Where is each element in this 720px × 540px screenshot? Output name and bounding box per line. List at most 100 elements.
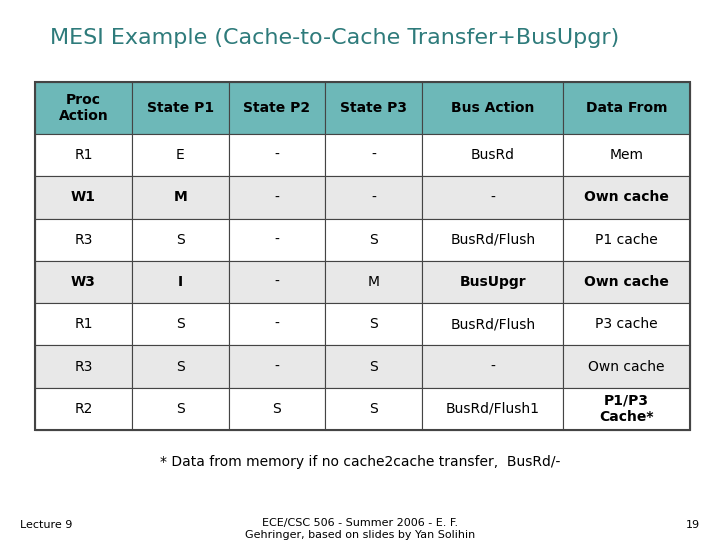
Bar bbox=[422, 219, 564, 261]
Text: -: - bbox=[490, 191, 495, 205]
Text: S: S bbox=[176, 402, 184, 416]
Text: 19: 19 bbox=[686, 520, 700, 530]
Text: -: - bbox=[274, 148, 279, 162]
Bar bbox=[325, 219, 422, 261]
Text: S: S bbox=[273, 402, 282, 416]
Text: S: S bbox=[176, 360, 184, 374]
Bar bbox=[35, 303, 132, 346]
Bar bbox=[422, 388, 564, 430]
Bar bbox=[422, 303, 564, 346]
Text: S: S bbox=[369, 360, 378, 374]
Text: -: - bbox=[274, 318, 279, 331]
Text: BusRd/Flush1: BusRd/Flush1 bbox=[446, 402, 540, 416]
Bar bbox=[132, 303, 228, 346]
Bar bbox=[132, 82, 228, 134]
Bar bbox=[564, 261, 690, 303]
Bar bbox=[325, 261, 422, 303]
Bar bbox=[564, 346, 690, 388]
Bar bbox=[228, 219, 325, 261]
Bar bbox=[564, 82, 690, 134]
Bar bbox=[228, 388, 325, 430]
Text: P1/P3
Cache*: P1/P3 Cache* bbox=[600, 394, 654, 424]
Text: E: E bbox=[176, 148, 184, 162]
Text: R1: R1 bbox=[74, 148, 93, 162]
Bar bbox=[325, 303, 422, 346]
Bar bbox=[325, 82, 422, 134]
Bar bbox=[132, 261, 228, 303]
Text: BusRd/Flush: BusRd/Flush bbox=[450, 318, 535, 331]
Bar bbox=[564, 134, 690, 176]
Bar bbox=[35, 388, 132, 430]
Text: S: S bbox=[369, 318, 378, 331]
Text: R1: R1 bbox=[74, 318, 93, 331]
Text: I: I bbox=[178, 275, 183, 289]
Text: M: M bbox=[174, 191, 187, 205]
Bar bbox=[325, 134, 422, 176]
Bar bbox=[132, 346, 228, 388]
Text: R3: R3 bbox=[74, 360, 93, 374]
Bar bbox=[228, 82, 325, 134]
Text: W1: W1 bbox=[71, 191, 96, 205]
Text: Lecture 9: Lecture 9 bbox=[20, 520, 73, 530]
Bar bbox=[35, 82, 132, 134]
Bar bbox=[228, 346, 325, 388]
Text: P3 cache: P3 cache bbox=[595, 318, 658, 331]
Bar bbox=[325, 346, 422, 388]
Bar bbox=[564, 388, 690, 430]
Text: Own cache: Own cache bbox=[585, 275, 669, 289]
Text: S: S bbox=[369, 402, 378, 416]
Bar bbox=[132, 134, 228, 176]
Bar bbox=[325, 388, 422, 430]
Text: S: S bbox=[176, 233, 184, 247]
Text: -: - bbox=[274, 275, 279, 289]
Text: State P2: State P2 bbox=[243, 101, 310, 115]
Text: * Data from memory if no cache2cache transfer,  BusRd/-: * Data from memory if no cache2cache tra… bbox=[160, 455, 560, 469]
Text: MESI Example (Cache-to-Cache Transfer+BusUpgr): MESI Example (Cache-to-Cache Transfer+Bu… bbox=[50, 28, 619, 48]
Bar bbox=[422, 176, 564, 219]
Bar bbox=[228, 303, 325, 346]
Text: Bus Action: Bus Action bbox=[451, 101, 534, 115]
Bar bbox=[132, 219, 228, 261]
Text: Mem: Mem bbox=[610, 148, 644, 162]
Bar bbox=[228, 134, 325, 176]
Text: M: M bbox=[368, 275, 379, 289]
Text: BusRd/Flush: BusRd/Flush bbox=[450, 233, 535, 247]
Text: R3: R3 bbox=[74, 233, 93, 247]
Bar bbox=[422, 82, 564, 134]
Bar bbox=[35, 346, 132, 388]
Text: Proc
Action: Proc Action bbox=[58, 93, 108, 123]
Text: -: - bbox=[274, 360, 279, 374]
Text: Own cache: Own cache bbox=[585, 191, 669, 205]
Bar bbox=[228, 176, 325, 219]
Bar bbox=[132, 176, 228, 219]
Text: State P1: State P1 bbox=[147, 101, 214, 115]
Text: ECE/CSC 506 - Summer 2006 - E. F.
Gehringer, based on slides by Yan Solihin: ECE/CSC 506 - Summer 2006 - E. F. Gehrin… bbox=[245, 518, 475, 539]
Bar bbox=[422, 346, 564, 388]
Bar bbox=[35, 134, 132, 176]
Text: -: - bbox=[274, 233, 279, 247]
Text: -: - bbox=[274, 191, 279, 205]
Text: S: S bbox=[176, 318, 184, 331]
Bar bbox=[132, 388, 228, 430]
Bar bbox=[325, 176, 422, 219]
Text: R2: R2 bbox=[74, 402, 93, 416]
Bar bbox=[564, 176, 690, 219]
Text: S: S bbox=[369, 233, 378, 247]
Bar bbox=[228, 261, 325, 303]
Bar bbox=[35, 261, 132, 303]
Text: Data From: Data From bbox=[586, 101, 667, 115]
Text: -: - bbox=[372, 191, 376, 205]
Bar bbox=[422, 261, 564, 303]
Bar bbox=[564, 303, 690, 346]
Bar bbox=[422, 134, 564, 176]
Text: BusRd: BusRd bbox=[471, 148, 515, 162]
Bar bbox=[35, 219, 132, 261]
Text: BusUpgr: BusUpgr bbox=[459, 275, 526, 289]
Text: State P3: State P3 bbox=[340, 101, 408, 115]
Text: W3: W3 bbox=[71, 275, 96, 289]
Text: -: - bbox=[372, 148, 376, 162]
Text: -: - bbox=[490, 360, 495, 374]
Bar bbox=[564, 219, 690, 261]
Bar bbox=[35, 176, 132, 219]
Text: P1 cache: P1 cache bbox=[595, 233, 658, 247]
